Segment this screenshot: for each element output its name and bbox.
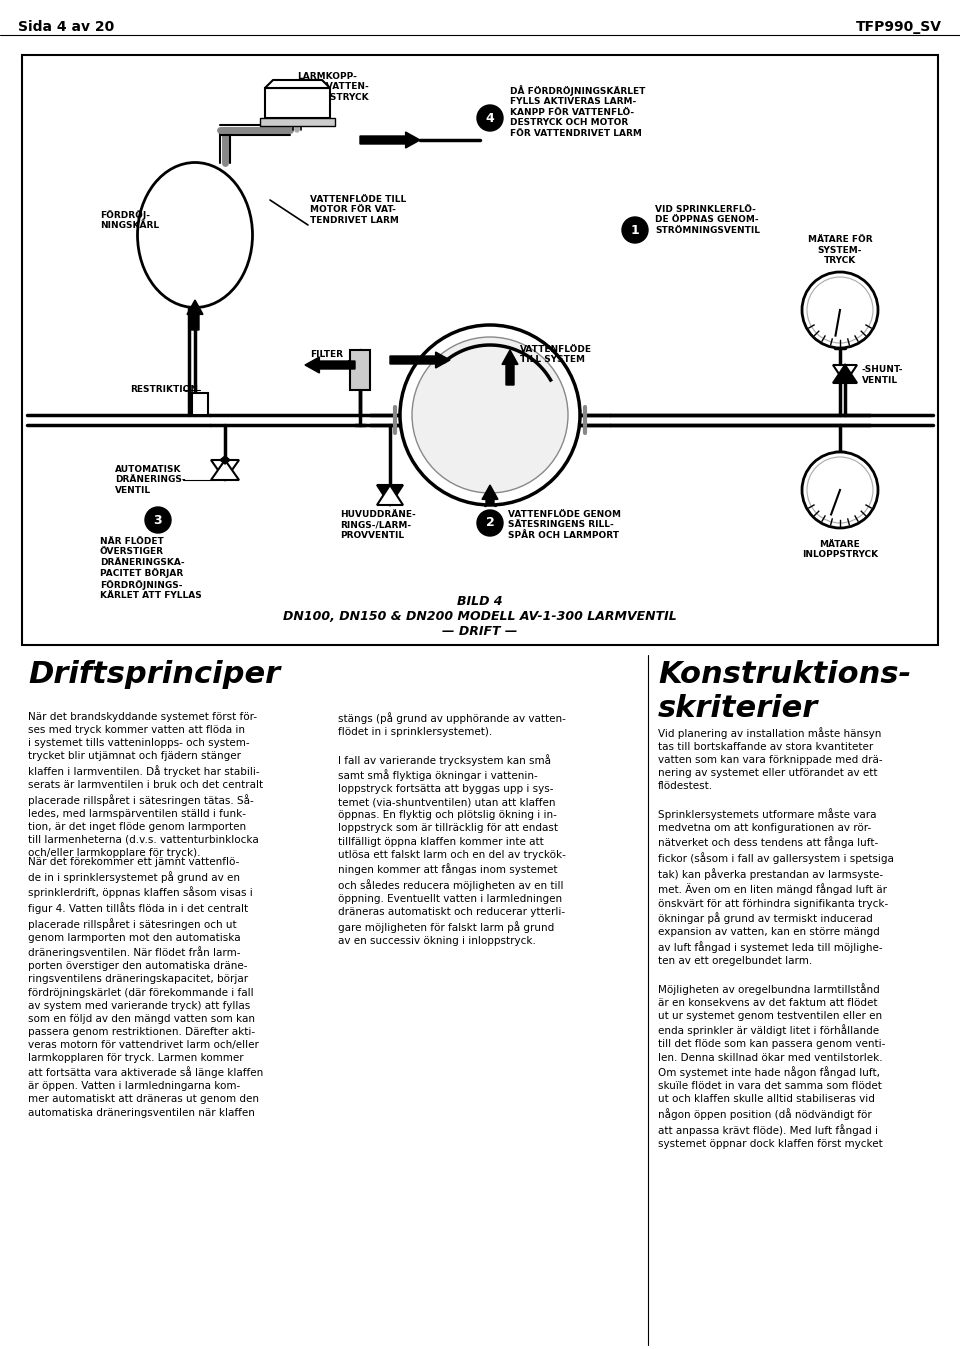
Text: FÖRDRÖJ-
NINGSKÄRL: FÖRDRÖJ- NINGSKÄRL	[100, 210, 159, 231]
Text: DN100, DN150 & DN200 MODELL AV-1-300 LARMVENTIL: DN100, DN150 & DN200 MODELL AV-1-300 LAR…	[283, 610, 677, 623]
Circle shape	[145, 507, 171, 533]
Polygon shape	[220, 456, 230, 464]
Text: TFP990_SV: TFP990_SV	[856, 20, 942, 34]
Text: När det förekommer ett jämnt vattenflö-
de in i sprinklersystemet på grund av en: När det förekommer ett jämnt vattenflö- …	[28, 857, 263, 1117]
Bar	[22, 55, 938, 645]
Text: — DRIFT —: — DRIFT —	[443, 625, 517, 638]
Text: RESTRIKTION: RESTRIKTION	[130, 386, 198, 394]
Polygon shape	[377, 486, 403, 505]
Polygon shape	[502, 349, 518, 384]
Text: VID SPRINKLERFLÖ-
DE ÖPPNAS GENOM-
STRÖMNINGSVENTIL: VID SPRINKLERFLÖ- DE ÖPPNAS GENOM- STRÖM…	[655, 205, 760, 235]
Text: VATTENFLÖDE TILL
MOTOR FÖR VAT-
TENDRIVET LARM: VATTENFLÖDE TILL MOTOR FÖR VAT- TENDRIVE…	[310, 196, 406, 225]
Text: Vid planering av installation måste hänsyn
tas till bortskaffande av stora kvant: Vid planering av installation måste häns…	[658, 727, 894, 1148]
Circle shape	[412, 337, 568, 492]
Text: MÄTARE FÖR
SYSTEM-
TRYCK: MÄTARE FÖR SYSTEM- TRYCK	[807, 235, 873, 264]
Text: Driftsprinciper: Driftsprinciper	[28, 660, 280, 689]
Text: LARMKOPP-
LARE VATTEN-
FLÖDESTRYCK: LARMKOPP- LARE VATTEN- FLÖDESTRYCK	[297, 71, 369, 101]
Text: DÅ FÖRDRÖJNINGSKÄRLET
FYLLS AKTIVERAS LARM-
KANPP FÖR VATTENFLÖ-
DESTRYCK OCH MO: DÅ FÖRDRÖJNINGSKÄRLET FYLLS AKTIVERAS LA…	[510, 85, 645, 138]
Circle shape	[802, 272, 878, 348]
Polygon shape	[390, 352, 450, 368]
Polygon shape	[187, 299, 203, 331]
Polygon shape	[211, 460, 239, 480]
Bar	[350, 349, 370, 390]
Circle shape	[477, 510, 503, 536]
Polygon shape	[833, 366, 857, 383]
Bar	[265, 88, 330, 117]
Text: VATTENFLÖDE
TILL SYSTEM: VATTENFLÖDE TILL SYSTEM	[520, 345, 592, 364]
Text: -SHUNT-
VENTIL: -SHUNT- VENTIL	[862, 366, 903, 384]
Text: stängs (på grund av upphörande av vatten-
flödet in i sprinklersystemet).

I fal: stängs (på grund av upphörande av vatten…	[338, 712, 565, 946]
Text: Sida 4 av 20: Sida 4 av 20	[18, 20, 114, 34]
Circle shape	[802, 452, 878, 527]
Polygon shape	[360, 132, 420, 148]
Text: Konstruktions-
skriterier: Konstruktions- skriterier	[658, 660, 911, 723]
Circle shape	[400, 325, 580, 505]
Circle shape	[477, 105, 503, 131]
Polygon shape	[833, 366, 857, 383]
Bar	[260, 117, 335, 125]
Text: 3: 3	[154, 514, 162, 526]
Circle shape	[807, 277, 873, 343]
Text: BILD 4: BILD 4	[457, 595, 503, 608]
Ellipse shape	[137, 162, 252, 308]
Text: 4: 4	[486, 112, 494, 124]
Text: AUTOMATISK
DRÄNERINGS-
VENTIL: AUTOMATISK DRÄNERINGS- VENTIL	[115, 465, 185, 495]
Circle shape	[807, 457, 873, 523]
Circle shape	[622, 217, 648, 243]
Polygon shape	[211, 460, 239, 480]
Text: HUVUDDRÄNE-
RINGS-/LARM-
PROVVENTIL: HUVUDDRÄNE- RINGS-/LARM- PROVVENTIL	[340, 510, 416, 540]
Polygon shape	[265, 80, 330, 88]
Polygon shape	[482, 486, 498, 505]
Text: FILTER
LARMRÖR: FILTER LARMRÖR	[310, 351, 360, 370]
Text: NÄR FLÖDET
ÖVERSTIGER
DRÄNERINGSKA-
PACITET BÖRJAR
FÖRDRÖJNINGS-
KÄRLET ATT FYLL: NÄR FLÖDET ÖVERSTIGER DRÄNERINGSKA- PACI…	[100, 537, 202, 600]
Text: VATTENFLÖDE GENOM
SÄTESRINGENS RILL-
SPÅR OCH LARMPORT: VATTENFLÖDE GENOM SÄTESRINGENS RILL- SPÅ…	[508, 510, 621, 540]
Text: 1: 1	[631, 224, 639, 236]
Polygon shape	[377, 486, 403, 505]
Bar	[192, 393, 208, 415]
Text: När det brandskyddande systemet först för-
ses med tryck kommer vatten att flöda: När det brandskyddande systemet först fö…	[28, 712, 263, 858]
Polygon shape	[305, 357, 355, 374]
Text: 2: 2	[486, 517, 494, 530]
Text: MÄTARE
INLOPPSTRYCK: MÄTARE INLOPPSTRYCK	[802, 540, 878, 560]
